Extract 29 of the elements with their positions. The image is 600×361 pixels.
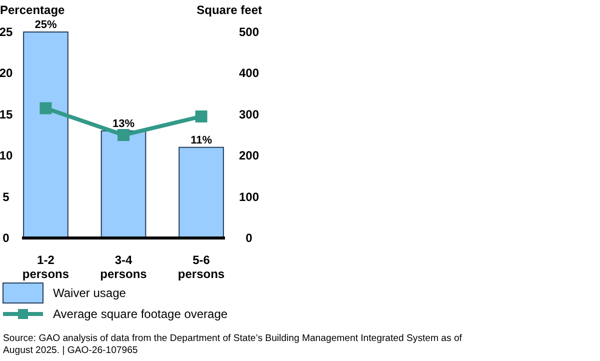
bar <box>178 146 224 238</box>
y-tick-label: 5 <box>2 190 10 204</box>
y2-axis-title: Square feet <box>196 3 262 17</box>
legend-label: Waiver usage <box>53 286 126 300</box>
y2-tick-label: 400 <box>238 66 260 80</box>
bar <box>23 32 68 238</box>
source-note: Source: GAO analysis of data from the Department of State’s Building Management Integrated System as of August 2025. | GAO-26-107965 <box>3 333 462 356</box>
y2-tick-label: 300 <box>238 107 260 122</box>
y-tick-label: 10 <box>0 148 13 163</box>
y2-tick-label: 100 <box>238 190 260 204</box>
y-tick-label: 25 <box>0 25 13 39</box>
bar <box>100 130 146 238</box>
y-tick-label: 20 <box>0 66 13 80</box>
y2-tick-label: 0 <box>246 231 253 245</box>
y-tick-label: 15 <box>0 107 13 122</box>
y-axis-title: Percentage <box>0 3 66 17</box>
data-label: 11% <box>190 134 212 146</box>
x-tick-label: 5-6 persons <box>178 253 225 281</box>
y2-tick-label: 500 <box>238 25 260 39</box>
x-tick-label: 3-4 persons <box>100 253 148 281</box>
point <box>118 129 130 141</box>
data-label: 13% <box>112 118 135 130</box>
point <box>195 110 208 122</box>
y2-tick-label: 200 <box>238 148 260 163</box>
data-label: 25% <box>34 19 57 31</box>
legend-label: Average square footage overage <box>53 307 228 321</box>
point <box>40 102 52 114</box>
x-tick-label: 1-2 persons <box>22 253 70 281</box>
y-tick-label: 0 <box>2 231 10 245</box>
